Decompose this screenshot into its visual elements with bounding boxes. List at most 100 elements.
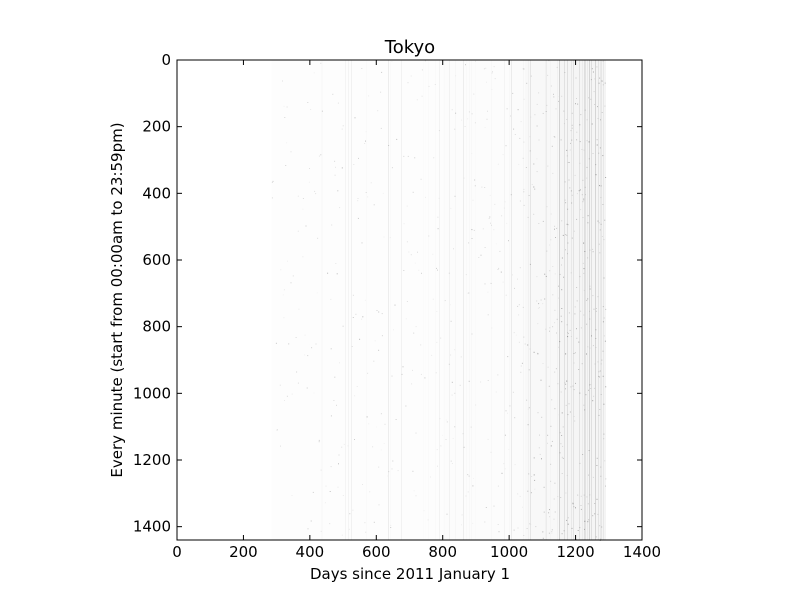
heatmap-cell xyxy=(321,110,323,112)
heatmap-cell xyxy=(554,371,556,373)
heatmap-cell xyxy=(309,168,311,169)
heatmap-cell xyxy=(401,373,403,375)
heatmap-cell xyxy=(599,229,601,231)
heatmap-cell xyxy=(455,112,457,114)
heatmap-cell xyxy=(339,207,341,209)
heatmap-streak xyxy=(603,60,604,540)
x-tick-label: 1200 xyxy=(556,543,594,561)
heatmap-cell xyxy=(584,520,586,522)
heatmap-cell xyxy=(552,326,554,328)
heatmap-cell xyxy=(588,97,590,99)
heatmap-cell xyxy=(597,296,599,298)
heatmap-cell xyxy=(601,112,603,113)
heatmap-cell xyxy=(463,177,465,179)
heatmap-cell xyxy=(568,179,570,181)
x-tick-label: 800 xyxy=(428,543,457,561)
heatmap-cell xyxy=(561,473,563,474)
heatmap-cell xyxy=(517,305,519,307)
heatmap-cell xyxy=(372,446,374,448)
heatmap-cell xyxy=(492,71,493,73)
y-tick-label: 400 xyxy=(142,184,171,202)
heatmap-cell xyxy=(454,195,456,197)
heatmap-cell xyxy=(585,194,586,196)
heatmap-cell xyxy=(283,317,285,319)
heatmap-cell xyxy=(552,266,554,267)
heatmap-cell xyxy=(437,228,439,230)
heatmap-cell xyxy=(361,68,363,69)
heatmap-cell xyxy=(566,149,568,151)
heatmap-cell xyxy=(545,275,547,277)
heatmap-cell xyxy=(454,128,456,130)
heatmap-cell xyxy=(567,224,569,226)
heatmap-cell xyxy=(566,119,568,120)
heatmap-cell xyxy=(362,316,364,318)
heatmap-cell xyxy=(545,328,547,330)
heatmap-cell xyxy=(590,79,592,81)
heatmap-cell xyxy=(575,382,576,384)
heatmap-cell xyxy=(406,205,408,207)
heatmap-cell xyxy=(598,222,600,224)
heatmap-cell xyxy=(432,298,434,300)
heatmap-cell xyxy=(582,262,584,264)
heatmap-streak xyxy=(530,60,531,540)
heatmap-cell xyxy=(454,349,456,351)
heatmap-cell xyxy=(583,289,585,291)
heatmap-cell xyxy=(576,139,578,141)
heatmap-cell xyxy=(337,190,339,192)
heatmap-cell xyxy=(412,470,414,472)
heatmap-cell xyxy=(468,475,470,477)
heatmap-cell xyxy=(453,248,454,250)
heatmap-cell xyxy=(468,380,470,382)
heatmap-cell xyxy=(542,303,544,305)
heatmap-cell xyxy=(601,80,603,82)
heatmap-cell xyxy=(602,375,604,377)
heatmap-cell xyxy=(413,490,415,492)
heatmap-cell xyxy=(424,60,426,62)
heatmap-cell xyxy=(502,154,504,156)
heatmap-cell xyxy=(599,252,601,254)
heatmap-cell xyxy=(591,68,593,70)
heatmap-cell xyxy=(599,525,601,527)
heatmap-cell xyxy=(455,75,457,77)
heatmap-streak xyxy=(425,60,426,540)
heatmap-cell xyxy=(551,532,553,534)
heatmap-cell xyxy=(521,362,523,364)
heatmap-cell xyxy=(433,157,435,159)
heatmap-streak xyxy=(564,60,565,540)
heatmap-cell xyxy=(568,312,570,314)
heatmap-cell xyxy=(567,414,569,416)
heatmap-cell xyxy=(380,413,382,415)
heatmap-cell xyxy=(581,149,583,150)
heatmap-cell xyxy=(577,494,579,496)
heatmap-cell xyxy=(450,207,452,209)
heatmap-streak xyxy=(528,60,529,540)
heatmap-cell xyxy=(529,263,531,265)
heatmap-streak xyxy=(423,60,424,540)
heatmap-cell xyxy=(580,508,582,510)
x-tick-label: 1000 xyxy=(490,543,528,561)
heatmap-cell xyxy=(510,115,511,117)
heatmap-cell xyxy=(287,260,288,262)
heatmap-cell xyxy=(291,495,293,496)
heatmap-cell xyxy=(369,491,371,493)
heatmap-cell xyxy=(599,370,601,372)
heatmap-cell xyxy=(571,202,573,204)
heatmap-cell xyxy=(315,193,317,195)
heatmap-cell xyxy=(565,492,567,494)
heatmap-cell xyxy=(589,494,591,496)
heatmap-cell xyxy=(439,418,441,420)
heatmap-cell xyxy=(533,163,535,165)
heatmap-cell xyxy=(562,426,564,428)
heatmap-cell xyxy=(495,243,497,245)
heatmap-cell xyxy=(472,522,474,524)
heatmap-cell xyxy=(471,333,473,335)
heatmap-cell xyxy=(567,253,568,255)
heatmap-cell xyxy=(550,445,552,447)
heatmap-cell xyxy=(381,71,383,73)
heatmap-cell xyxy=(288,343,290,345)
heatmap-cell xyxy=(484,187,486,188)
heatmap-cell xyxy=(560,443,562,445)
heatmap-cell xyxy=(528,369,530,371)
heatmap-cell xyxy=(406,241,408,243)
heatmap-cell xyxy=(576,328,577,330)
